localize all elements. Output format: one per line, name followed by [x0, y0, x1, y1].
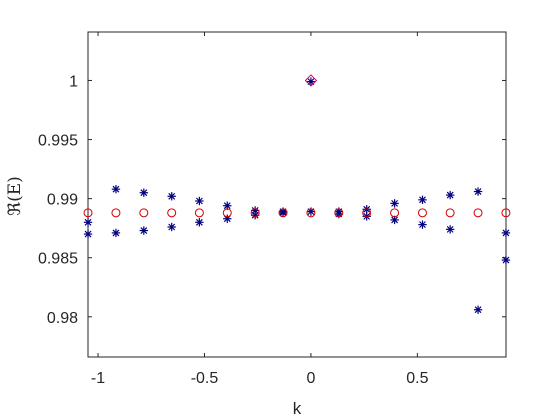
- circle-marker: [222, 208, 232, 218]
- asterisk-marker: [501, 255, 511, 265]
- asterisk-marker: [111, 228, 121, 238]
- asterisk-marker: [250, 210, 260, 220]
- asterisk-marker: [83, 229, 93, 239]
- y-axis: 0.98 0.985 0.99 0.995 1: [38, 73, 506, 327]
- circle-marker: [194, 208, 204, 218]
- diamond-marker: [304, 74, 318, 87]
- x-tick-label: 0: [306, 370, 315, 387]
- circle-marker: [362, 208, 372, 218]
- y-tick-label: 0.98: [47, 310, 78, 327]
- asterisk-marker: [167, 222, 176, 232]
- circle-marker: [250, 208, 260, 218]
- circle-marker: [501, 208, 511, 218]
- circle-marker: [139, 208, 149, 218]
- circle-marker: [306, 208, 316, 218]
- asterisk-marker: [111, 184, 121, 194]
- y-axis-label: ℜ(E): [5, 176, 25, 216]
- x-tick-label: 0.5: [406, 370, 428, 387]
- x-tick-label: -1: [91, 370, 105, 387]
- asterisk-marker: [473, 187, 483, 196]
- asterisk-marker: [501, 228, 511, 238]
- asterisk-marker: [139, 188, 149, 197]
- asterisk-marker: [195, 196, 204, 206]
- asterisk-marker: [418, 220, 427, 229]
- y-tick-label: 0.99: [47, 192, 78, 209]
- asterisk-marker: [167, 192, 176, 201]
- data-marks: [83, 74, 511, 314]
- circle-marker: [278, 208, 288, 218]
- circle-marker: [111, 208, 121, 218]
- asterisk-marker: [445, 225, 455, 234]
- plot-area: [87, 31, 507, 358]
- x-axis-label: k: [293, 399, 302, 418]
- circle-marker: [334, 208, 344, 218]
- y-tick-label: 1: [69, 73, 78, 90]
- asterisk-marker: [139, 226, 149, 235]
- asterisk-marker: [306, 77, 316, 86]
- x-axis: -1 -0.5 0 0.5: [91, 32, 429, 387]
- asterisk-marker: [83, 218, 93, 227]
- asterisk-marker: [473, 305, 483, 314]
- circle-marker: [83, 208, 93, 218]
- asterisk-marker: [195, 218, 204, 227]
- asterisk-marker: [445, 190, 455, 200]
- asterisk-marker: [390, 199, 399, 208]
- y-tick-label: 0.995: [38, 133, 78, 150]
- circle-marker: [445, 208, 455, 218]
- x-tick-label: -0.5: [191, 370, 219, 387]
- circle-marker: [167, 208, 177, 218]
- circle-marker: [473, 208, 483, 218]
- asterisk-marker: [278, 208, 288, 218]
- circle-marker: [390, 208, 400, 218]
- asterisk-marker: [418, 195, 427, 205]
- y-tick-label: 0.985: [38, 251, 78, 268]
- circle-marker: [417, 208, 427, 218]
